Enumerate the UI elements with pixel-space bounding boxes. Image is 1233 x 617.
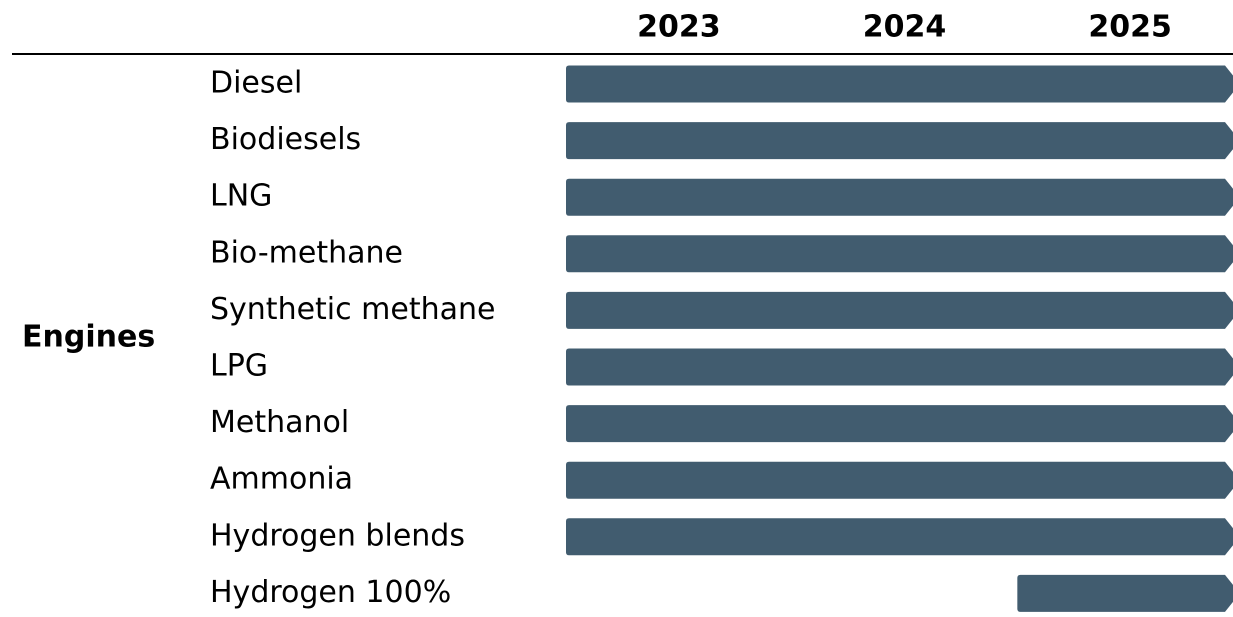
bar: [566, 65, 1233, 103]
row-label: Hydrogen 100%: [210, 575, 451, 610]
row-label: LNG: [210, 179, 272, 214]
row-label: Hydrogen blends: [210, 518, 465, 553]
row-label: Diesel: [210, 66, 302, 101]
bar: [566, 122, 1233, 160]
bar: [566, 405, 1233, 443]
year-header: 2025: [1088, 10, 1172, 45]
group-label: Engines: [22, 320, 155, 355]
row-label: Bio-methane: [210, 235, 403, 270]
row-label: LPG: [210, 349, 268, 384]
year-header: 2024: [863, 10, 947, 45]
bar: [1017, 574, 1233, 612]
row-label: Biodiesels: [210, 122, 361, 157]
bar: [566, 235, 1233, 273]
year-header: 2023: [637, 10, 721, 45]
row-label: Synthetic methane: [210, 292, 495, 327]
bar: [566, 348, 1233, 386]
row-label: Methanol: [210, 405, 349, 440]
bar: [566, 461, 1233, 499]
row-label: Ammonia: [210, 462, 353, 497]
bar: [566, 291, 1233, 329]
bar: [566, 518, 1233, 556]
bar: [566, 178, 1233, 216]
